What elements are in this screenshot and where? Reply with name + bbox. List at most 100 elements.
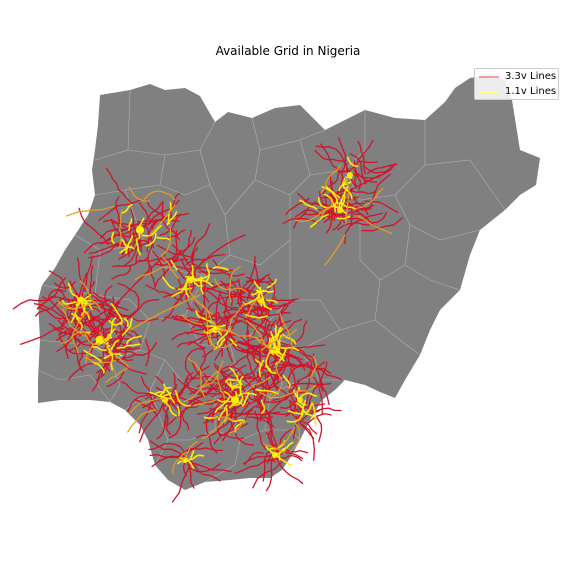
grid-line-3.3v xyxy=(133,398,159,417)
grid-line-1.1v xyxy=(236,375,242,396)
grid-line-1.1v xyxy=(83,349,102,363)
grid-line-3.3v xyxy=(76,257,86,292)
grid-line-1.1v xyxy=(103,353,122,359)
grid-line-mixed xyxy=(71,312,87,355)
grid-line-mixed xyxy=(214,329,263,342)
grid-hotspot xyxy=(297,397,303,403)
grid-line-3.3v xyxy=(130,208,143,253)
grid-line-3.3v xyxy=(103,328,133,338)
grid-line-3.3v xyxy=(350,212,383,227)
grid-line-mixed xyxy=(263,443,287,455)
grid-line-1.1v xyxy=(177,406,181,417)
grid-line-3.3v xyxy=(325,215,334,234)
grid-line-mixed xyxy=(289,421,301,453)
grid-line-3.3v xyxy=(188,463,221,473)
grid-line-mixed xyxy=(203,329,238,349)
grid-line-mixed xyxy=(99,332,130,368)
grid-lines-1.1v xyxy=(61,156,359,469)
grid-line-3.3v xyxy=(244,451,264,466)
grid-line-3.3v xyxy=(210,393,230,399)
grid-line-3.3v xyxy=(172,244,196,283)
grid-line-3.3v xyxy=(199,345,207,373)
grid-line-1.1v xyxy=(244,288,262,306)
grid-trunk-line xyxy=(119,254,166,301)
grid-line-1.1v xyxy=(199,275,204,295)
grid-line-1.1v xyxy=(159,386,172,397)
grid-line-mixed xyxy=(160,226,171,257)
grid-line-3.3v xyxy=(245,353,262,376)
grid-line-3.3v xyxy=(337,136,347,174)
grid-hotspot xyxy=(336,206,344,214)
grid-line-3.3v xyxy=(37,306,72,320)
grid-line-3.3v xyxy=(357,140,367,175)
grid-line-3.3v xyxy=(175,265,223,272)
grid-line-mixed xyxy=(270,361,283,400)
grid-line-3.3v xyxy=(185,247,199,278)
grid-line-1.1v xyxy=(265,365,277,374)
grid-line-mixed xyxy=(183,371,217,403)
grid-line-1.1v xyxy=(287,410,304,416)
grid-line-3.3v xyxy=(81,255,93,304)
grid-line-mixed xyxy=(128,186,150,202)
grid-line-3.3v xyxy=(319,190,338,212)
grid-line-1.1v xyxy=(282,375,291,389)
grid-line-3.3v xyxy=(266,319,292,328)
grid-line-3.3v xyxy=(177,278,183,302)
grid-line-1.1v xyxy=(299,199,318,210)
grid-line-mixed xyxy=(180,441,198,464)
grid-line-mixed xyxy=(317,201,334,222)
legend-label-3.3v: 3.3v Lines xyxy=(505,71,557,82)
grid-line-3.3v xyxy=(68,329,98,352)
grid-line-3.3v xyxy=(83,241,124,254)
grid-line-3.3v xyxy=(89,310,100,332)
grid-line-mixed xyxy=(356,215,393,235)
grid-line-1.1v xyxy=(174,390,191,407)
grid-line-1.1v xyxy=(254,358,262,368)
grid-line-mixed xyxy=(200,360,224,389)
grid-line-3.3v xyxy=(98,199,142,221)
grid-line-mixed xyxy=(244,297,262,318)
grid-line-mixed xyxy=(84,357,117,364)
grid-line-1.1v xyxy=(109,351,114,371)
grid-line-mixed xyxy=(356,188,384,209)
grid-line-3.3v xyxy=(300,423,316,461)
grid-line-3.3v xyxy=(185,288,194,312)
grid-line-mixed xyxy=(228,301,245,333)
grid-line-1.1v xyxy=(214,396,231,414)
grid-line-3.3v xyxy=(221,365,246,379)
grid-line-3.3v xyxy=(254,410,267,451)
grid-line-3.3v xyxy=(50,295,83,301)
grid-line-3.3v xyxy=(288,390,303,413)
grid-line-3.3v xyxy=(353,169,358,189)
grid-line-1.1v xyxy=(270,328,284,340)
grid-trunk-line xyxy=(214,309,241,361)
grid-line-3.3v xyxy=(138,258,169,262)
grid-line-mixed xyxy=(130,398,165,414)
grid-line-3.3v xyxy=(184,348,205,380)
grid-line-1.1v xyxy=(116,343,141,349)
grid-line-1.1v xyxy=(177,287,192,291)
grid-line-3.3v xyxy=(177,378,205,398)
grid-line-3.3v xyxy=(60,294,77,333)
grid-line-1.1v xyxy=(245,313,268,319)
grid-line-3.3v xyxy=(78,207,109,246)
grid-trunk-line xyxy=(214,304,286,321)
grid-line-3.3v xyxy=(221,355,249,373)
grid-trunk-line xyxy=(149,204,176,236)
grid-line-mixed xyxy=(127,409,157,433)
grid-line-3.3v xyxy=(159,213,182,236)
grid-line-mixed xyxy=(201,413,231,439)
grid-line-3.3v xyxy=(205,409,234,422)
grid-line-1.1v xyxy=(217,399,234,403)
grid-line-1.1v xyxy=(75,314,83,331)
grid-line-1.1v xyxy=(295,402,315,418)
grid-line-3.3v xyxy=(241,394,264,414)
grid-hotspot xyxy=(95,335,105,345)
grid-line-mixed xyxy=(62,307,86,337)
grid-line-3.3v xyxy=(117,282,140,316)
grid-line-3.3v xyxy=(106,371,125,388)
grid-line-1.1v xyxy=(296,386,300,399)
grid-line-3.3v xyxy=(313,377,323,416)
grid-line-3.3v xyxy=(270,375,289,398)
grid-line-3.3v xyxy=(165,397,170,427)
